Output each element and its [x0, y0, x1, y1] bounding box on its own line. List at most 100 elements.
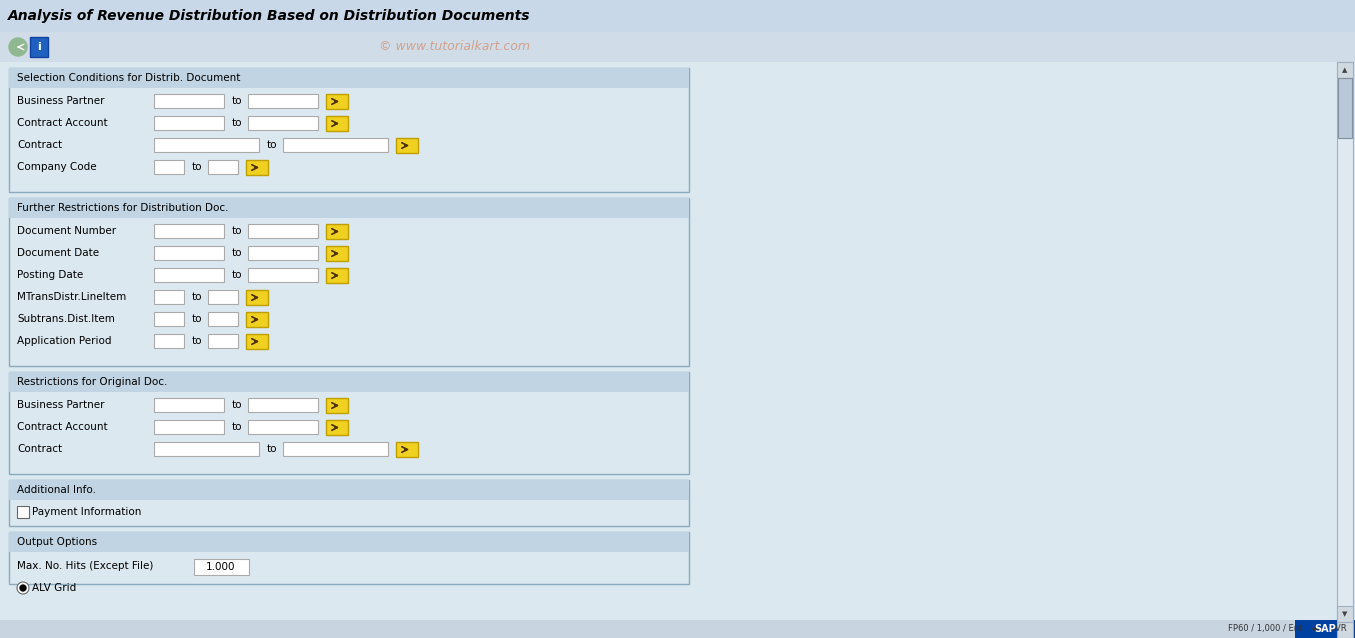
Bar	[154, 246, 224, 260]
Bar	[327, 420, 348, 435]
Bar	[9, 68, 688, 192]
Text: to: to	[232, 226, 243, 236]
Bar	[247, 312, 268, 327]
Bar	[0, 0, 1355, 32]
Text: Output Options: Output Options	[18, 537, 98, 547]
Bar	[9, 372, 688, 474]
Bar	[30, 37, 47, 57]
Bar	[18, 506, 28, 518]
Text: SAP: SAP	[1314, 624, 1336, 634]
Text: Contract Account: Contract Account	[18, 422, 107, 432]
Text: Business Partner: Business Partner	[18, 96, 104, 106]
Bar	[9, 480, 688, 500]
Text: Contract: Contract	[18, 140, 62, 150]
Text: to: to	[267, 444, 278, 454]
Text: i: i	[37, 42, 41, 52]
Text: to: to	[232, 118, 243, 128]
Bar	[154, 224, 224, 238]
Text: FP60 / 1,000 / Ent.  ◄►  OVR: FP60 / 1,000 / Ent. ◄► OVR	[1229, 625, 1347, 634]
Bar	[1337, 62, 1354, 622]
Bar	[154, 334, 184, 348]
Circle shape	[20, 585, 26, 591]
Bar	[9, 532, 688, 584]
Bar	[327, 246, 348, 261]
Bar	[247, 290, 268, 305]
Bar	[0, 32, 1355, 62]
Bar	[327, 268, 348, 283]
Bar	[327, 398, 348, 413]
Bar	[0, 62, 1337, 620]
Text: Additional Info.: Additional Info.	[18, 485, 96, 495]
Text: Payment Information: Payment Information	[33, 507, 141, 517]
Bar	[248, 94, 318, 108]
Bar	[1295, 620, 1355, 638]
Bar	[396, 442, 417, 457]
Bar	[283, 442, 388, 456]
Bar	[248, 268, 318, 282]
Bar	[247, 334, 268, 349]
Bar	[1337, 62, 1354, 78]
Text: Subtrans.Dist.Item: Subtrans.Dist.Item	[18, 314, 115, 324]
Text: ▲: ▲	[1343, 67, 1348, 73]
Text: Selection Conditions for Distrib. Document: Selection Conditions for Distrib. Docume…	[18, 73, 240, 83]
Text: to: to	[232, 248, 243, 258]
Bar	[327, 116, 348, 131]
Text: to: to	[232, 270, 243, 280]
Text: Analysis of Revenue Distribution Based on Distribution Documents: Analysis of Revenue Distribution Based o…	[8, 9, 531, 23]
Text: Application Period: Application Period	[18, 336, 111, 346]
Text: ALV Grid: ALV Grid	[33, 583, 76, 593]
Text: Company Code: Company Code	[18, 162, 96, 172]
Text: to: to	[232, 422, 243, 432]
Text: to: to	[192, 314, 202, 324]
Text: Further Restrictions for Distribution Doc.: Further Restrictions for Distribution Do…	[18, 203, 229, 213]
Bar	[248, 398, 318, 412]
Bar	[154, 116, 224, 130]
Bar	[1337, 606, 1354, 622]
Bar	[209, 334, 238, 348]
Bar	[1337, 78, 1352, 138]
Text: Posting Date: Posting Date	[18, 270, 83, 280]
Text: Business Partner: Business Partner	[18, 400, 104, 410]
Text: Max. No. Hits (Except File): Max. No. Hits (Except File)	[18, 561, 153, 571]
Bar	[9, 372, 688, 392]
Bar	[1337, 622, 1354, 638]
Bar	[0, 620, 1355, 638]
Bar	[154, 160, 184, 174]
Bar	[9, 532, 688, 552]
Circle shape	[18, 582, 28, 594]
Bar	[154, 268, 224, 282]
Text: to: to	[267, 140, 278, 150]
Bar	[154, 398, 224, 412]
Text: to: to	[192, 292, 202, 302]
Text: Contract: Contract	[18, 444, 62, 454]
Bar	[396, 138, 417, 153]
Bar	[209, 160, 238, 174]
Bar	[248, 116, 318, 130]
Bar	[9, 198, 688, 218]
Bar	[154, 290, 184, 304]
Text: Document Number: Document Number	[18, 226, 117, 236]
Text: © www.tutorialkart.com: © www.tutorialkart.com	[379, 40, 530, 54]
Bar	[154, 138, 259, 152]
Text: Document Date: Document Date	[18, 248, 99, 258]
Text: ▼: ▼	[1343, 611, 1348, 617]
Bar	[283, 138, 388, 152]
Bar	[9, 198, 688, 366]
Text: to: to	[192, 162, 202, 172]
Text: Contract Account: Contract Account	[18, 118, 107, 128]
Bar	[154, 94, 224, 108]
Bar	[209, 312, 238, 326]
Text: to: to	[232, 400, 243, 410]
Text: MTransDistr.LineItem: MTransDistr.LineItem	[18, 292, 126, 302]
Bar	[154, 420, 224, 434]
Bar	[327, 94, 348, 109]
Circle shape	[9, 38, 27, 56]
Bar	[247, 160, 268, 175]
Bar	[248, 420, 318, 434]
Bar	[194, 559, 249, 575]
Bar	[154, 312, 184, 326]
Text: Restrictions for Original Doc.: Restrictions for Original Doc.	[18, 377, 168, 387]
Text: 1.000: 1.000	[206, 562, 236, 572]
Text: to: to	[192, 336, 202, 346]
Bar	[327, 224, 348, 239]
